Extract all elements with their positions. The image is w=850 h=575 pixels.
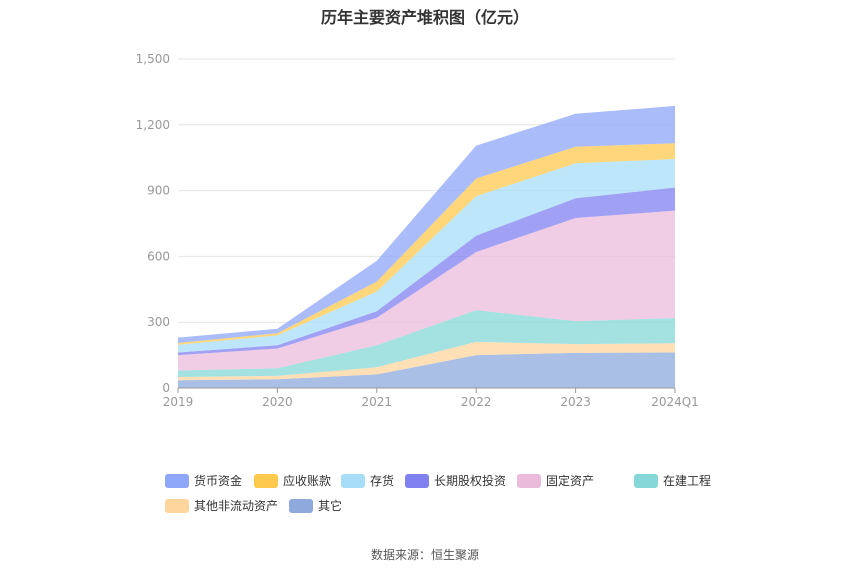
legend-swatch xyxy=(405,473,429,488)
x-tick-label: 2020 xyxy=(262,395,293,409)
axes: 0 300 600 900 1,200 1,500 2019 2020 2021 2022 2023… xyxy=(136,52,699,409)
area-series-在建工程 xyxy=(178,310,675,377)
legend-swatch xyxy=(165,473,189,488)
chart-title: 历年主要资产堆积图（亿元） xyxy=(320,8,529,27)
legend-swatch xyxy=(634,473,658,488)
x-tick-label: 2024Q1 xyxy=(651,395,699,409)
y-tick-label: 1,500 xyxy=(136,52,170,66)
legend-item[interactable]: 其它 xyxy=(289,497,342,514)
area-series-固定资产 xyxy=(178,210,675,371)
x-tick-label: 2023 xyxy=(560,395,591,409)
legend-swatch xyxy=(289,498,313,513)
legend-item[interactable]: 其他非流动资产 xyxy=(165,497,278,514)
legend-item[interactable]: 货币资金 xyxy=(165,472,242,489)
legend-swatch xyxy=(165,498,189,513)
legend-label: 在建工程 xyxy=(663,474,712,488)
legend-label: 货币资金 xyxy=(194,474,243,488)
data-source: 数据来源：恒生聚源 xyxy=(370,548,479,562)
legend-swatch xyxy=(341,473,365,488)
legend-item[interactable]: 长期股权投资 xyxy=(405,472,506,489)
x-tick-label: 2019 xyxy=(163,395,194,409)
legend-label: 存货 xyxy=(370,474,395,488)
area-series-其它 xyxy=(178,352,675,388)
area-series-长期股权投资 xyxy=(178,187,675,356)
area-series-其他非流动资产 xyxy=(178,341,675,381)
x-tick-label: 2021 xyxy=(362,395,393,409)
legend-item[interactable]: 应收账款 xyxy=(254,472,331,489)
area-series-货币资金 xyxy=(178,105,675,344)
y-tick-label: 300 xyxy=(147,315,170,329)
x-tick-label: 2022 xyxy=(461,395,492,409)
y-tick-label: 0 xyxy=(162,381,170,395)
y-tick-label: 600 xyxy=(147,249,170,263)
area-series-存货 xyxy=(178,159,675,353)
legend-swatch xyxy=(517,473,541,488)
legend-item[interactable]: 存货 xyxy=(341,472,394,489)
legend-label: 其他非流动资产 xyxy=(194,499,279,513)
legend-label: 应收账款 xyxy=(283,474,332,488)
legend-item[interactable]: 固定资产 xyxy=(517,472,594,489)
legend-item[interactable]: 在建工程 xyxy=(634,472,711,489)
y-tick-label: 1,200 xyxy=(136,118,170,132)
legend-label: 固定资产 xyxy=(546,474,595,488)
area-series xyxy=(178,105,675,388)
legend-label: 长期股权投资 xyxy=(434,474,507,488)
y-tick-label: 900 xyxy=(147,184,170,198)
legend-label: 其它 xyxy=(318,499,343,513)
legend-swatch xyxy=(254,473,278,488)
